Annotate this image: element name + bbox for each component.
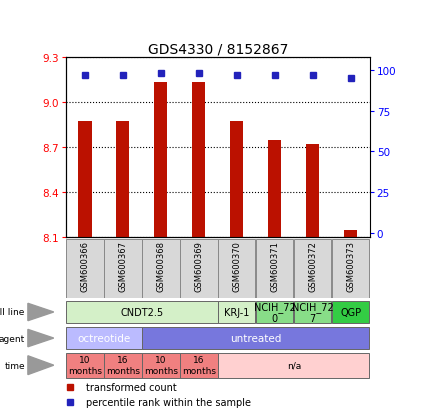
Bar: [180, 239, 218, 298]
Bar: [344, 230, 357, 237]
Bar: [268, 140, 281, 237]
Bar: [230, 122, 244, 237]
Text: GSM600370: GSM600370: [232, 240, 241, 291]
Polygon shape: [28, 330, 54, 347]
Polygon shape: [28, 356, 54, 375]
Text: octreotide: octreotide: [77, 333, 130, 343]
Text: NCIH_72
0: NCIH_72 0: [254, 301, 296, 323]
Title: GDS4330 / 8152867: GDS4330 / 8152867: [147, 43, 288, 57]
Bar: [256, 239, 294, 298]
Text: GSM600366: GSM600366: [80, 240, 89, 292]
Bar: [78, 122, 91, 237]
Bar: [218, 239, 255, 298]
Bar: [218, 301, 255, 324]
Text: 16
months: 16 months: [106, 356, 140, 375]
Bar: [256, 301, 294, 324]
Text: GSM600368: GSM600368: [156, 240, 165, 292]
Bar: [154, 83, 167, 237]
Text: transformed count: transformed count: [85, 382, 176, 392]
Text: GSM600372: GSM600372: [308, 240, 317, 291]
Bar: [332, 301, 369, 324]
Bar: [66, 353, 104, 377]
Bar: [306, 145, 320, 237]
Text: cell line: cell line: [0, 308, 25, 317]
Bar: [192, 83, 205, 237]
Text: 16
months: 16 months: [182, 356, 216, 375]
Bar: [66, 327, 142, 350]
Bar: [116, 122, 130, 237]
Bar: [332, 239, 369, 298]
Bar: [104, 353, 142, 377]
Bar: [142, 239, 179, 298]
Text: QGP: QGP: [340, 307, 361, 317]
Bar: [294, 239, 332, 298]
Text: percentile rank within the sample: percentile rank within the sample: [85, 397, 251, 407]
Bar: [66, 239, 104, 298]
Bar: [142, 353, 179, 377]
Bar: [180, 353, 218, 377]
Bar: [104, 239, 142, 298]
Text: NCIH_72
7: NCIH_72 7: [292, 301, 334, 323]
Text: CNDT2.5: CNDT2.5: [120, 307, 163, 317]
Text: GSM600369: GSM600369: [194, 240, 203, 291]
Bar: [66, 301, 218, 324]
Text: 10
months: 10 months: [144, 356, 178, 375]
Text: agent: agent: [0, 334, 25, 343]
Text: untreated: untreated: [230, 333, 281, 343]
Text: 10
months: 10 months: [68, 356, 102, 375]
Bar: [142, 327, 369, 350]
Text: GSM600371: GSM600371: [270, 240, 279, 291]
Text: KRJ-1: KRJ-1: [224, 307, 249, 317]
Bar: [218, 353, 369, 377]
Text: time: time: [4, 361, 25, 370]
Polygon shape: [28, 304, 54, 321]
Bar: [294, 301, 332, 324]
Text: n/a: n/a: [286, 361, 301, 370]
Text: GSM600367: GSM600367: [118, 240, 127, 292]
Text: GSM600373: GSM600373: [346, 240, 355, 292]
